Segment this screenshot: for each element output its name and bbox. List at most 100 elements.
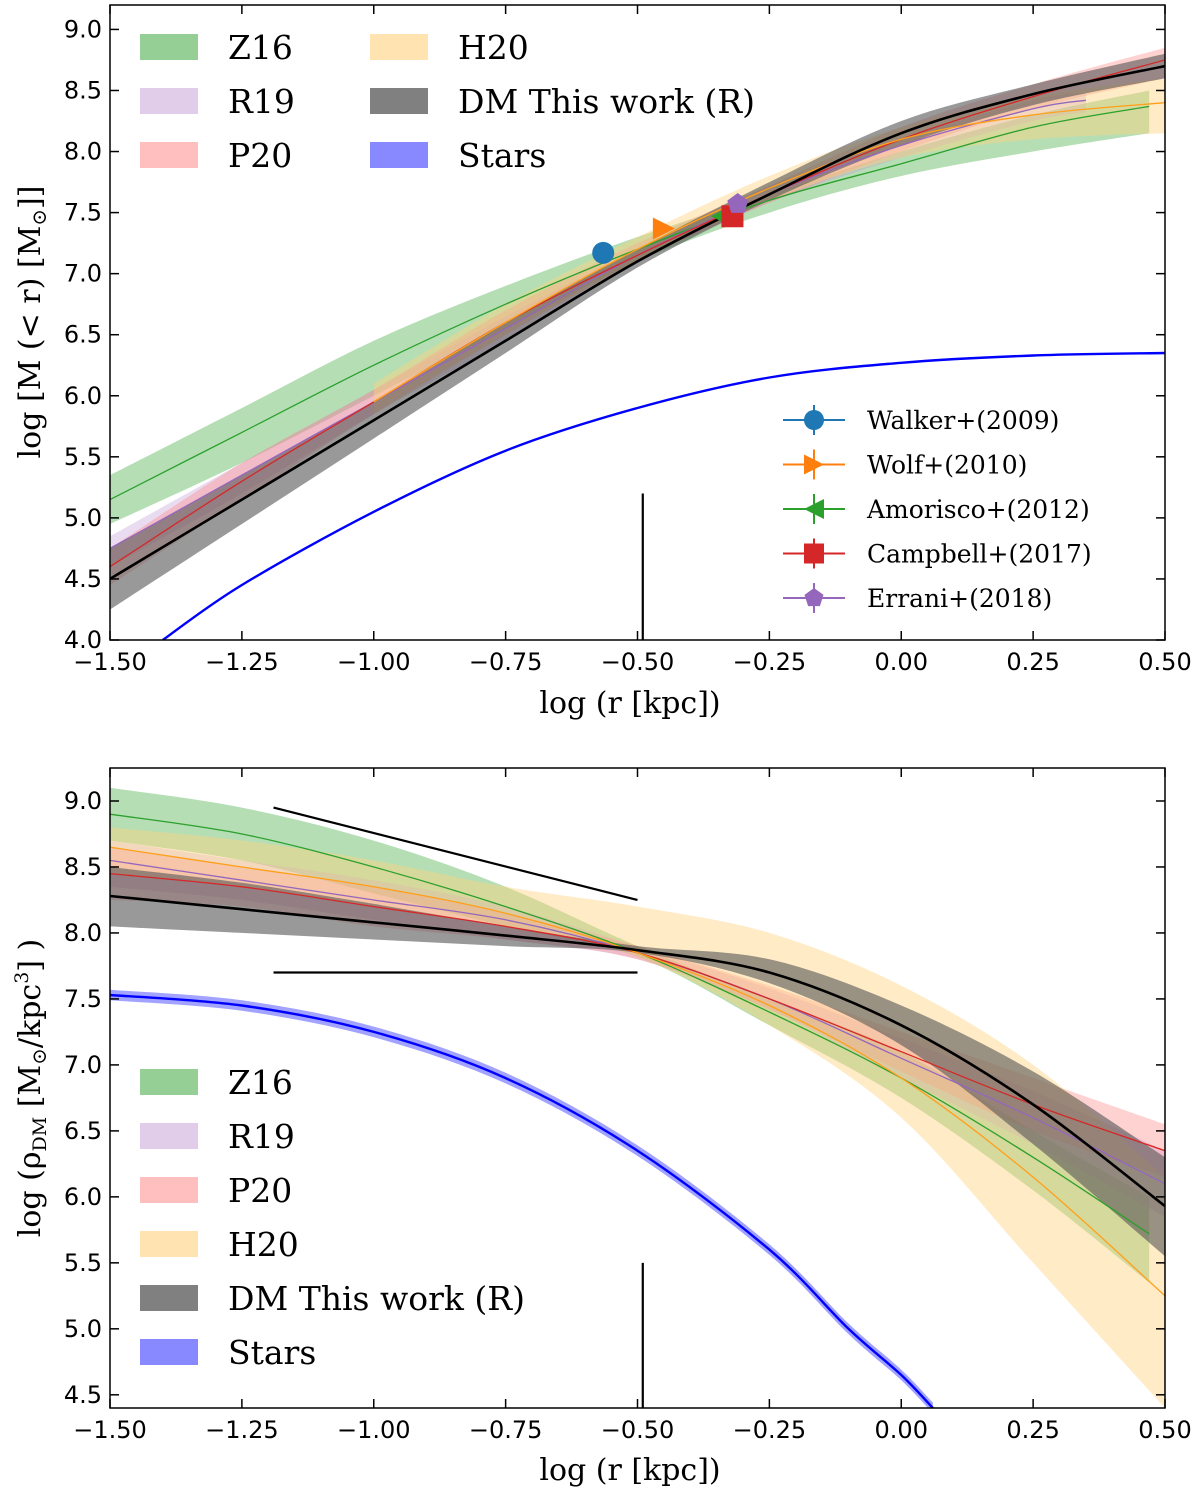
line-stars: [110, 993, 934, 1408]
x-tick-label: −0.25: [733, 1416, 807, 1444]
band-z16: [110, 90, 1150, 524]
band-h20: [373, 78, 1165, 415]
legend-label-h20: H20: [458, 28, 529, 67]
legend-swatch-r19: [140, 1123, 198, 1149]
y-tick-label: 6.5: [64, 321, 102, 349]
legend-label-z16: Z16: [228, 1063, 293, 1102]
y-tick-label: 8.5: [64, 853, 102, 881]
legend-swatch-p20: [140, 1177, 198, 1203]
legend-label-wolf-2010: Wolf+(2010): [867, 451, 1027, 480]
legend-swatch-z16: [140, 34, 198, 60]
legend-label-campbell-2017: Campbell+(2017): [867, 540, 1092, 569]
y-tick-label: 5.0: [64, 1315, 102, 1343]
y-axis-label-end: ] ): [13, 939, 48, 972]
legend-marker-errani-2018: [804, 588, 824, 607]
legend-swatch-h20: [140, 1231, 198, 1257]
x-tick-label: −0.75: [469, 648, 543, 676]
marker-wolf-2010: [652, 217, 675, 240]
y-tick-label: 5.0: [64, 504, 102, 532]
y-axis-label: log [M (< r) [M⊙]]: [13, 186, 51, 459]
x-axis-label: log (r [kpc]): [539, 686, 720, 721]
legend-label-dm-this-work-r: DM This work (R): [458, 82, 755, 121]
y-axis-label-sun: ⊙: [27, 209, 51, 226]
reference-lines: [273, 806, 644, 1408]
median-lines: [110, 813, 1165, 1408]
line-h20: [110, 846, 1165, 1297]
legend-label-p20: P20: [228, 1171, 292, 1210]
legend-swatch-dm-this-work-r: [140, 1285, 198, 1311]
legend-label-amorisco-2012: Amorisco+(2012): [866, 495, 1090, 524]
band-z16: [110, 787, 1150, 1283]
y-tick-label: 6.0: [64, 1183, 102, 1211]
y-tick-label: 6.5: [64, 1117, 102, 1145]
x-tick-label: −1.25: [205, 648, 279, 676]
x-tick-label: 0.50: [1138, 1416, 1191, 1444]
y-axis-label-sun: ⊙: [27, 1048, 51, 1065]
line-h20: [373, 102, 1165, 403]
y-axis-label-end: ]]: [13, 186, 48, 209]
y-tick-label: 7.5: [64, 199, 102, 227]
y-axis-label-mid: [M: [13, 1065, 48, 1117]
y-tick-label: 6.0: [64, 382, 102, 410]
density-profile-panel: −1.50 −1.25 −1.00 −0.75 −0.50 −0.25 0.00 0.25 0.…: [11, 767, 1192, 1488]
legend-swatch-stars: [370, 142, 428, 168]
line-p20: [110, 59, 1165, 568]
x-tick-label: −0.50: [601, 648, 675, 676]
legend-marker-wolf-2010: [804, 454, 824, 475]
x-tick-label: −1.50: [73, 1416, 147, 1444]
legend-label-dm-this-work-r: DM This work (R): [228, 1279, 525, 1318]
y-axis-label-unit: /kpc: [13, 984, 48, 1048]
band-p20: [110, 47, 1165, 585]
mass-profile-panel: −1.50 −1.25 −1.00 −0.75 −0.50 −0.25 0.00 0.25 0.…: [13, 4, 1192, 721]
legend-swatch-dm-this-work-r: [370, 88, 428, 114]
y-tick-label: 7.0: [64, 260, 102, 288]
line-stars: [162, 351, 1165, 640]
x-axis-label: log (r [kpc]): [539, 1453, 720, 1488]
legend-swatch-stars: [140, 1339, 198, 1365]
literature-markers: [592, 193, 749, 264]
y-tick-label: 9.0: [64, 15, 102, 43]
axis-ticks: −1.50 −1.25 −1.00 −0.75 −0.50 −0.25 0.00 0.25 0.…: [64, 5, 1192, 676]
reference-line-1: [273, 806, 638, 902]
legend-swatch-r19: [140, 88, 198, 114]
legend-label-stars: Stars: [228, 1333, 316, 1372]
y-tick-label: 8.0: [64, 138, 102, 166]
y-tick-label: 4.5: [64, 1381, 102, 1409]
x-tick-label: −0.25: [733, 648, 807, 676]
marker-walker-2009: [592, 241, 615, 264]
x-tick-label: 0.00: [875, 648, 928, 676]
y-tick-label: 5.5: [64, 443, 102, 471]
y-axis-label: log (ρDM [M⊙/kpc3] ): [11, 939, 51, 1238]
legend-label-r19: R19: [228, 1117, 295, 1156]
band-r19: [110, 840, 1165, 1217]
y-tick-label: 7.5: [64, 985, 102, 1013]
x-tick-label: 0.25: [1006, 648, 1059, 676]
x-tick-label: −1.25: [205, 1416, 279, 1444]
legend-markers: Walker+(2009) Wolf+(2010) Amorisco+(2012) C…: [783, 405, 1092, 613]
legend-label-r19: R19: [228, 82, 295, 121]
x-tick-label: −1.50: [73, 648, 147, 676]
x-tick-label: 0.00: [875, 1416, 928, 1444]
line-r19: [110, 99, 1087, 549]
band-h20: [110, 827, 1165, 1408]
y-axis-label-sub: DM: [29, 1117, 51, 1152]
y-axis-label-sup: 3: [11, 972, 33, 984]
line-dm-this-work-r: [110, 894, 1165, 1208]
legend-marker-campbell-2017: [804, 543, 824, 564]
legend-bands: Z16 R19 P20 H20 DM This work (R) Stars: [140, 28, 755, 175]
legend-swatch-h20: [370, 34, 428, 60]
legend-label-p20: P20: [228, 136, 292, 175]
line-z16: [110, 105, 1150, 501]
legend-swatch-p20: [140, 142, 198, 168]
x-tick-label: 0.25: [1006, 1416, 1059, 1444]
legend-swatch-z16: [140, 1069, 198, 1095]
legend-label-stars: Stars: [458, 136, 546, 175]
median-lines: [110, 59, 1165, 640]
y-tick-label: 8.0: [64, 919, 102, 947]
y-axis-label-main: log (ρ: [13, 1152, 48, 1238]
y-tick-label: 4.5: [64, 565, 102, 593]
legend-marker-amorisco-2012: [804, 499, 824, 519]
y-axis-label-main: log [M (< r) [M: [13, 226, 48, 459]
legend-label-z16: Z16: [228, 28, 293, 67]
